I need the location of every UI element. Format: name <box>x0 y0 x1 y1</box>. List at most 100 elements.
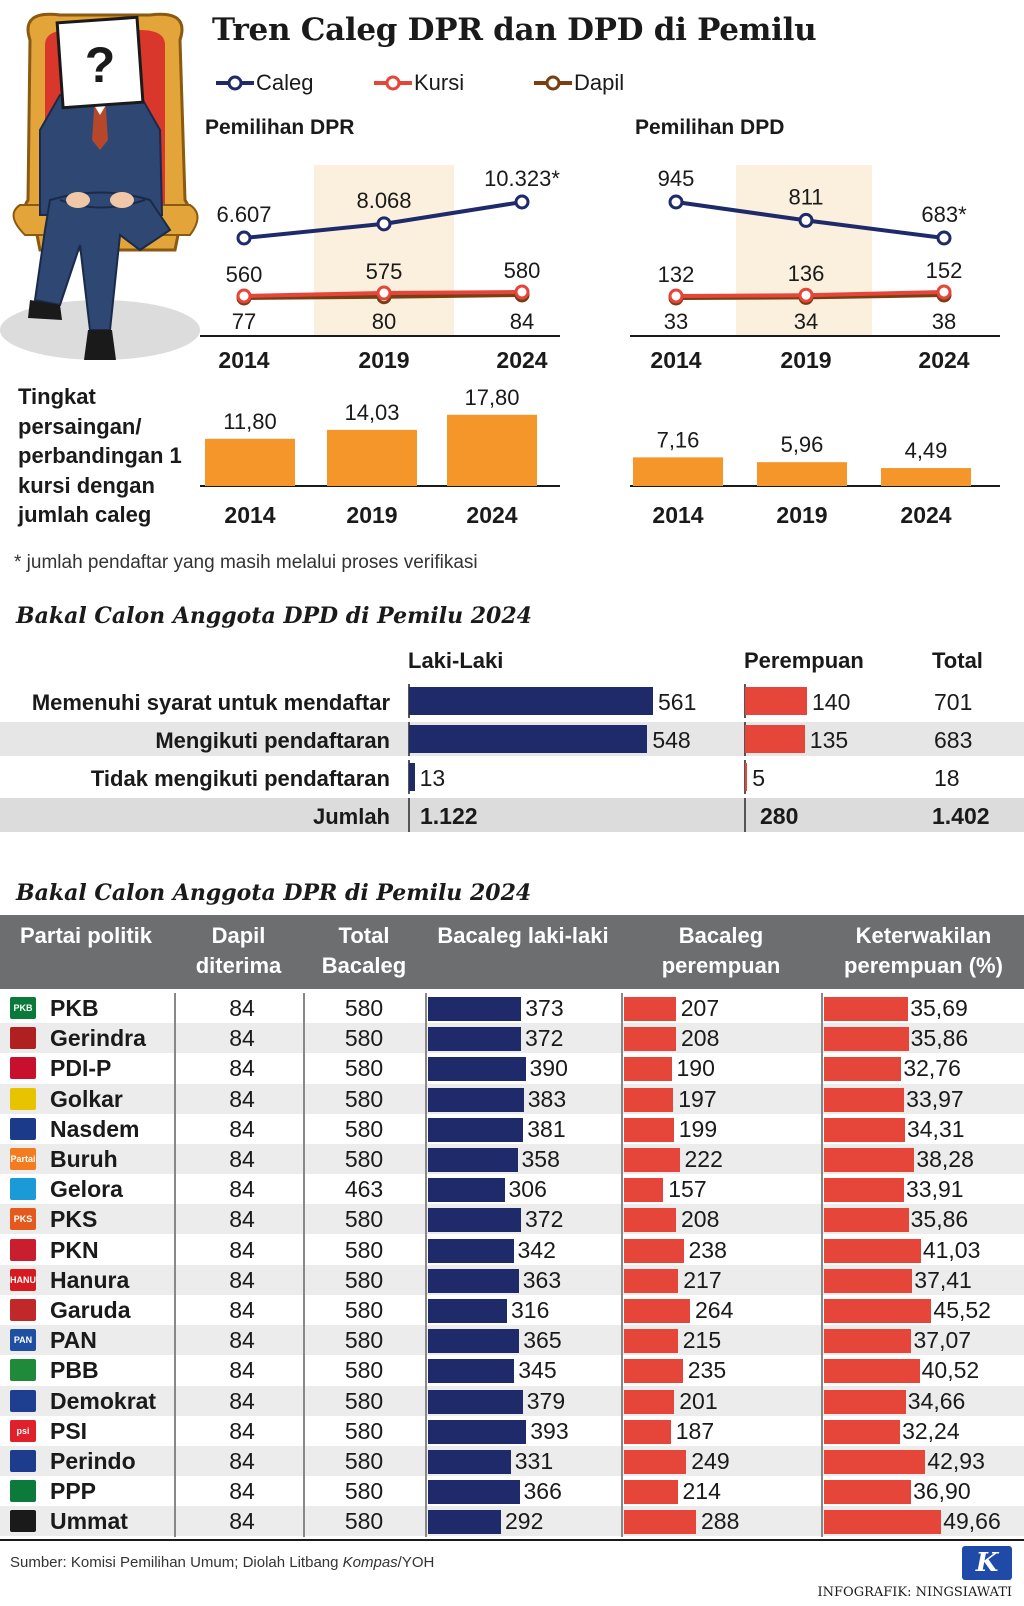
divider-line <box>621 1053 623 1085</box>
bar-perempuan <box>624 1389 675 1414</box>
value-keterwakilan: 40,52 <box>921 1357 980 1384</box>
table-row: Golkar 84 580 383 197 33,97 <box>0 1083 1024 1115</box>
divider-line <box>174 1234 176 1266</box>
divider-line <box>425 1144 427 1175</box>
value-laki-laki: 390 <box>529 1055 568 1082</box>
party-logo-icon: Partai Buruh <box>10 1148 36 1170</box>
party-logo-icon: PAN <box>10 1329 36 1352</box>
dpd-competition-bar-chart: 7,16 2014 5,96 2019 4,49 2024 <box>630 427 1000 528</box>
value-total: 18 <box>934 765 960 791</box>
value-total: 580 <box>344 1206 384 1233</box>
value-laki-laki: 372 <box>525 1025 564 1052</box>
bar-value-label: 7,16 <box>657 427 700 452</box>
bar-laki-laki <box>428 1389 523 1414</box>
value-dapil: 84 <box>229 1266 255 1293</box>
value-perempuan: 190 <box>676 1055 715 1082</box>
value-perempuan: 187 <box>675 1417 715 1444</box>
value-dapil: 84 <box>229 1448 255 1474</box>
value-keterwakilan: 37,07 <box>913 1327 972 1354</box>
table-row: Tidak mengikuti pendaftaran 13 5 18 <box>0 760 1024 794</box>
divider-line <box>821 1083 823 1115</box>
value-keterwakilan: 45,52 <box>933 1297 991 1323</box>
x-tick-label: 2019 <box>358 347 409 373</box>
bar-keterwakilan <box>824 1450 926 1474</box>
value-keterwakilan: 34,66 <box>907 1387 966 1414</box>
party-logo-icon <box>10 1299 36 1321</box>
value-dapil: 84 <box>229 1508 255 1535</box>
data-point-kursi <box>236 288 252 304</box>
bar-laki-laki <box>409 687 653 715</box>
bar-keterwakilan <box>824 1389 906 1414</box>
data-label-caleg: 945 <box>658 166 695 191</box>
legend-kursi-icon <box>374 75 412 91</box>
footnote: * jumlah pendaftar yang masih melalui pr… <box>14 552 478 573</box>
divider-line <box>303 1295 305 1326</box>
value-perempuan: 222 <box>684 1146 723 1172</box>
x-tick-label: 2019 <box>780 347 831 373</box>
th-dapil: Dapil diterima <box>195 923 282 978</box>
party-logo-icon: psi <box>10 1419 36 1442</box>
divider-line <box>425 1415 427 1447</box>
divider-line <box>174 1144 176 1175</box>
value-perempuan: 199 <box>678 1115 718 1142</box>
value-perempuan: 214 <box>682 1478 721 1505</box>
table-row: Garuda 84 580 316 264 45,52 <box>0 1295 1024 1326</box>
bar-perempuan <box>624 1117 674 1142</box>
divider-line <box>303 1144 305 1175</box>
illustration: ? <box>0 12 200 360</box>
value-laki-laki: 365 <box>523 1327 562 1354</box>
value-keterwakilan: 34,31 <box>906 1115 965 1142</box>
party-logo-icon <box>10 1359 36 1382</box>
value-laki-laki: 381 <box>527 1115 566 1142</box>
data-label-dapil: 80 <box>372 309 396 334</box>
x-tick-label: 2024 <box>466 502 517 528</box>
divider-line <box>303 1325 305 1357</box>
table-row: Partai Buruh Buruh 84 580 358 222 38,28 <box>0 1144 1024 1175</box>
sum-row: Jumlah 1.122 280 1.402 <box>0 798 1024 832</box>
divider-line <box>303 1506 305 1538</box>
dpr-competition-bar-chart: 11,80 2014 14,03 2019 17,80 2024 <box>200 385 560 528</box>
value-laki-laki: 379 <box>526 1387 566 1414</box>
divider-line <box>425 1506 427 1538</box>
value-laki-laki: 373 <box>525 995 564 1021</box>
divider-line <box>621 1083 623 1115</box>
value-dapil: 84 <box>229 1025 255 1052</box>
data-label-dapil: 34 <box>794 309 818 334</box>
party-logo-icon <box>10 1480 36 1503</box>
legend-caleg-label: Caleg <box>256 70 314 95</box>
row-label: Jumlah <box>312 804 390 829</box>
value-total: 580 <box>344 1357 384 1384</box>
value-keterwakilan: 42,93 <box>927 1448 985 1474</box>
value-perempuan: 207 <box>680 995 720 1021</box>
source-italic: Kompas <box>342 1554 398 1571</box>
party-logo-icon <box>10 1238 36 1261</box>
dpr-line-chart: Pemilihan DPR 6.607 8.068 10.323* 560 575 580 7… <box>200 116 560 373</box>
value-keterwakilan: 33,91 <box>906 1176 964 1203</box>
bar-perempuan <box>745 725 805 753</box>
bar-laki-laki <box>428 1027 521 1052</box>
value-total: 683 <box>934 727 973 753</box>
value-perempuan: 249 <box>691 1448 730 1474</box>
bar-laki-laki <box>428 1359 515 1384</box>
row-label: Memenuhi syarat untuk mendaftar <box>31 690 390 715</box>
legend-kursi-label: Kursi <box>414 70 465 95</box>
sign-question-mark: ? <box>85 37 116 93</box>
bar-2014 <box>205 438 295 486</box>
value-keterwakilan: 35,69 <box>910 995 968 1021</box>
value-total: 580 <box>344 1478 384 1505</box>
dpr-table: Partai politik Dapil diterima Total Baca… <box>0 915 1024 1541</box>
value-perempuan: 288 <box>701 1508 740 1535</box>
bar-perempuan <box>624 1178 664 1203</box>
bar-keterwakilan <box>824 1359 920 1384</box>
divider-line <box>174 1264 176 1296</box>
bar-laki-laki <box>428 1299 507 1323</box>
divider-line <box>174 1053 176 1085</box>
party-logo-icon <box>10 1117 36 1140</box>
bar-laki-laki <box>428 1148 518 1172</box>
bar-keterwakilan <box>824 1117 905 1142</box>
bar-value-label: 5,96 <box>781 432 824 457</box>
table-bottom-line <box>0 1538 1024 1541</box>
value-total: 580 <box>344 1115 384 1142</box>
x-tick-label: 2014 <box>224 502 275 528</box>
value-total: 580 <box>344 1297 384 1323</box>
